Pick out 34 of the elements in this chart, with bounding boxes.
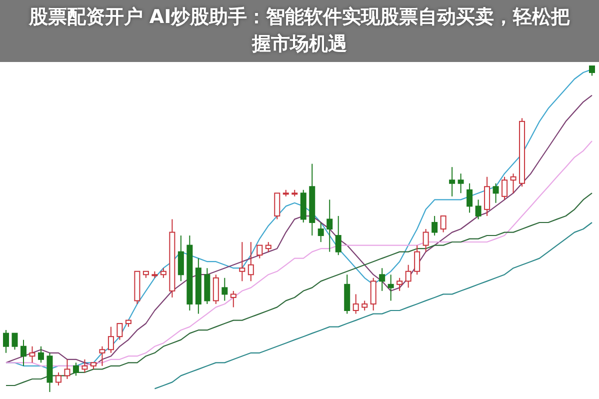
candlestick <box>484 176 490 216</box>
candlestick <box>265 242 272 252</box>
candlestick <box>64 358 70 380</box>
candlestick <box>422 228 429 252</box>
candlestick <box>318 222 324 243</box>
candlestick <box>239 242 246 282</box>
candlestick <box>204 268 210 304</box>
candlestick <box>108 326 114 354</box>
candlestick <box>379 268 386 292</box>
candlestick <box>29 346 36 364</box>
candlestick <box>169 218 176 298</box>
candlestick <box>458 173 464 194</box>
candlestick <box>178 235 184 282</box>
candlestick <box>212 274 219 304</box>
candlestick <box>466 182 473 214</box>
candlestick <box>82 358 88 373</box>
candlestick <box>344 274 350 314</box>
candlestick <box>3 330 9 354</box>
candlestick <box>388 274 394 302</box>
candlestick <box>186 235 193 311</box>
candlestick <box>195 258 202 314</box>
candlestick <box>405 264 412 288</box>
candlestick <box>362 300 368 311</box>
candlestick <box>222 277 228 302</box>
candlestick <box>510 173 516 194</box>
chart-title: 股票配资开户 AI炒股助手：智能软件实现股票自动买卖，轻松把握市场机遇 <box>28 5 572 57</box>
candlestick <box>20 339 26 366</box>
candlestick <box>326 199 333 252</box>
picture-title-banner: 股票配资开户 AI炒股助手：智能软件实现股票自动买卖，轻松把握市场机遇 <box>0 0 599 62</box>
candlestick <box>248 242 254 282</box>
candlestick <box>160 268 166 278</box>
candlestick <box>352 294 359 314</box>
candlestick <box>449 166 456 197</box>
candlestick <box>309 163 316 236</box>
